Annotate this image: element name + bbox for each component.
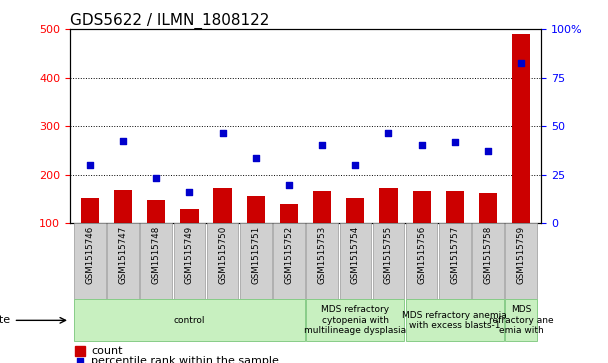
Point bbox=[384, 131, 393, 136]
Text: GSM1515746: GSM1515746 bbox=[85, 225, 94, 284]
Text: count: count bbox=[91, 346, 123, 356]
Point bbox=[350, 162, 360, 168]
Bar bbox=[180, 209, 198, 223]
Point bbox=[516, 60, 526, 66]
Point bbox=[284, 183, 294, 188]
Text: GSM1515751: GSM1515751 bbox=[251, 225, 260, 284]
Point bbox=[417, 142, 427, 147]
Bar bbox=[446, 191, 464, 223]
Text: GSM1515755: GSM1515755 bbox=[384, 225, 393, 284]
Bar bbox=[147, 200, 165, 223]
Point bbox=[218, 131, 227, 136]
Text: GSM1515753: GSM1515753 bbox=[317, 225, 326, 284]
FancyBboxPatch shape bbox=[373, 223, 404, 299]
Bar bbox=[413, 191, 431, 223]
FancyBboxPatch shape bbox=[439, 223, 471, 299]
Text: MDS
refractory ane
emia with: MDS refractory ane emia with bbox=[489, 305, 553, 335]
FancyBboxPatch shape bbox=[505, 299, 537, 341]
FancyBboxPatch shape bbox=[406, 223, 437, 299]
Text: MDS refractory
cytopenia with
multilineage dysplasia: MDS refractory cytopenia with multilinea… bbox=[304, 305, 406, 335]
FancyBboxPatch shape bbox=[174, 223, 205, 299]
FancyBboxPatch shape bbox=[406, 299, 504, 341]
FancyBboxPatch shape bbox=[505, 223, 537, 299]
Bar bbox=[512, 34, 530, 223]
Text: GSM1515756: GSM1515756 bbox=[417, 225, 426, 284]
Text: GSM1515758: GSM1515758 bbox=[483, 225, 492, 284]
Text: GSM1515748: GSM1515748 bbox=[152, 225, 161, 284]
FancyBboxPatch shape bbox=[207, 223, 238, 299]
Point bbox=[483, 148, 493, 154]
FancyBboxPatch shape bbox=[140, 223, 172, 299]
Bar bbox=[247, 196, 265, 223]
Bar bbox=[379, 188, 398, 223]
FancyBboxPatch shape bbox=[240, 223, 272, 299]
Point bbox=[184, 189, 194, 195]
Text: percentile rank within the sample: percentile rank within the sample bbox=[91, 356, 279, 363]
Bar bbox=[313, 191, 331, 223]
FancyBboxPatch shape bbox=[273, 223, 305, 299]
Text: GSM1515747: GSM1515747 bbox=[119, 225, 128, 284]
FancyBboxPatch shape bbox=[306, 299, 404, 341]
Bar bbox=[280, 204, 298, 223]
Text: MDS refractory anemia
with excess blasts-1: MDS refractory anemia with excess blasts… bbox=[402, 311, 507, 330]
FancyBboxPatch shape bbox=[339, 223, 371, 299]
Bar bbox=[75, 346, 85, 356]
Text: GDS5622 / ILMN_1808122: GDS5622 / ILMN_1808122 bbox=[70, 13, 269, 29]
Point bbox=[317, 142, 327, 147]
Text: GSM1515752: GSM1515752 bbox=[285, 225, 294, 284]
FancyBboxPatch shape bbox=[107, 223, 139, 299]
Bar bbox=[346, 198, 364, 223]
Point bbox=[85, 162, 95, 168]
Text: GSM1515749: GSM1515749 bbox=[185, 225, 194, 284]
Text: GSM1515757: GSM1515757 bbox=[451, 225, 459, 284]
Text: control: control bbox=[174, 316, 205, 325]
FancyBboxPatch shape bbox=[306, 223, 338, 299]
FancyBboxPatch shape bbox=[74, 299, 305, 341]
FancyBboxPatch shape bbox=[472, 223, 504, 299]
Point bbox=[151, 175, 161, 181]
Bar bbox=[114, 190, 132, 223]
Point bbox=[251, 155, 261, 160]
Bar bbox=[213, 188, 232, 223]
Text: GSM1515754: GSM1515754 bbox=[351, 225, 360, 284]
Text: GSM1515759: GSM1515759 bbox=[517, 225, 526, 284]
Bar bbox=[479, 193, 497, 223]
Point bbox=[450, 139, 460, 144]
Point bbox=[390, 329, 400, 335]
FancyBboxPatch shape bbox=[74, 223, 106, 299]
Bar bbox=[81, 198, 99, 223]
Point bbox=[118, 138, 128, 144]
Text: GSM1515750: GSM1515750 bbox=[218, 225, 227, 284]
Text: disease state: disease state bbox=[0, 315, 10, 325]
